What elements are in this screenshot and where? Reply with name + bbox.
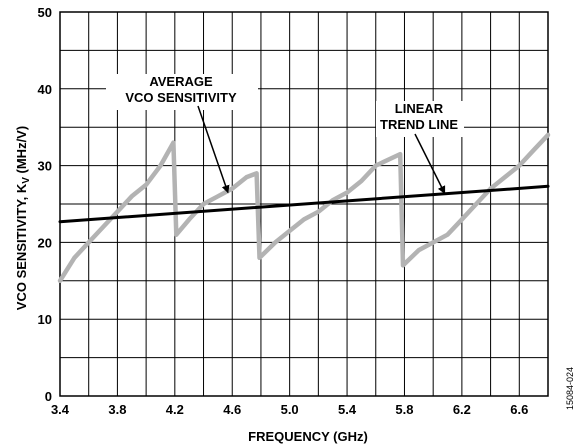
annotation-background xyxy=(376,101,464,137)
y-axis-label-unit: (MHz/V) xyxy=(14,126,29,177)
y-tick-labels: 0 10 20 30 40 50 xyxy=(38,5,52,404)
series-layer xyxy=(57,132,551,284)
y-axis-label: VCO SENSITIVITY, KV (MHz/V) xyxy=(14,126,32,310)
x-tick-label: 3.8 xyxy=(108,402,126,417)
annotation-arrow xyxy=(414,133,446,195)
x-tick-label: 4.6 xyxy=(223,402,241,417)
y-tick-label: 0 xyxy=(45,389,52,404)
annotation-label: TREND LINE xyxy=(380,117,458,132)
x-tick-label: 5.4 xyxy=(338,402,357,417)
annotation-arrow xyxy=(197,105,230,194)
x-tick-labels: 3.4 3.8 4.2 4.6 5.0 5.4 5.8 6.2 6.6 xyxy=(51,402,528,417)
x-tick-label: 5.0 xyxy=(281,402,299,417)
y-axis-label-subscript: V xyxy=(21,177,32,184)
linear-trend-line xyxy=(58,184,550,224)
annotation-background xyxy=(106,74,258,110)
y-tick-label: 20 xyxy=(38,235,52,250)
y-axis-label-main: VCO SENSITIVITY, K xyxy=(14,183,29,310)
x-tick-label: 3.4 xyxy=(51,402,70,417)
y-tick-label: 40 xyxy=(38,82,52,97)
plot-border xyxy=(59,11,549,397)
y-tick-label: 30 xyxy=(38,159,52,174)
y-tick-label: 50 xyxy=(38,5,52,20)
annotation-label: LINEAR xyxy=(395,101,444,116)
annotation-label: AVERAGE xyxy=(149,74,213,89)
x-tick-label: 6.2 xyxy=(453,402,471,417)
x-axis-label: FREQUENCY (GHz) xyxy=(248,429,368,444)
x-tick-label: 5.8 xyxy=(395,402,413,417)
y-tick-label: 10 xyxy=(38,312,52,327)
average-vco-sensitivity-series xyxy=(57,132,551,284)
x-tick-label: 4.2 xyxy=(166,402,184,417)
annotation-label: VCO SENSITIVITY xyxy=(125,90,237,105)
x-tick-label: 6.6 xyxy=(510,402,528,417)
figure-id: 15084-024 xyxy=(565,367,575,410)
